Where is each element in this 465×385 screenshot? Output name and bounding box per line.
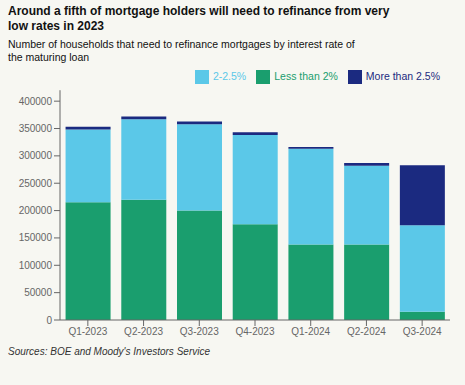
- svg-text:Q3-2023: Q3-2023: [180, 326, 219, 337]
- svg-text:Q1-2024: Q1-2024: [291, 326, 330, 337]
- html-text:Sources: BOE and Moody's Inves: Sources: BOE and Moody's Investors Servi…: [8, 346, 210, 358]
- html-text:2-2.5%: 2-2.5%: [212, 70, 247, 83]
- html-text:More than 2.5%: More than 2.5%: [365, 70, 440, 83]
- html-text:Less than 2%: Less than 2%: [274, 70, 338, 83]
- svg-text:250000: 250000: [19, 178, 53, 189]
- svg-text:350000: 350000: [19, 123, 53, 134]
- html-text:low rates in 2023: low rates in 2023: [8, 19, 104, 33]
- svg-text:Q2-2024: Q2-2024: [347, 326, 386, 337]
- html-text:Around a fifth of mortgage hol: Around a fifth of mortgage holders will …: [8, 4, 390, 18]
- svg-text:Q2-2023: Q2-2023: [124, 326, 163, 337]
- svg-text:100000: 100000: [19, 260, 53, 271]
- svg-text:0: 0: [46, 315, 52, 326]
- svg-text:300000: 300000: [19, 151, 53, 162]
- svg-text:Q4-2023: Q4-2023: [236, 326, 275, 337]
- html-text:Number of households that need: Number of households that need to refina…: [8, 38, 355, 50]
- svg-text:150000: 150000: [19, 233, 53, 244]
- svg-text:400000: 400000: [19, 96, 53, 107]
- svg-text:200000: 200000: [19, 205, 53, 216]
- html-text:the maturing loan: the maturing loan: [8, 51, 90, 64]
- svg-text:Q1-2023: Q1-2023: [68, 326, 107, 337]
- svg-text:50000: 50000: [24, 287, 52, 298]
- svg-text:Q3-2024: Q3-2024: [403, 326, 442, 337]
